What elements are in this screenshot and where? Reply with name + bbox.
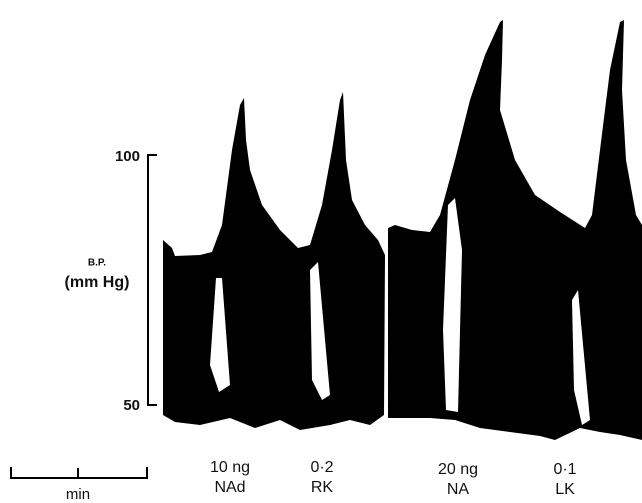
drug-label: NAd [214,479,245,496]
dose-label: 10 ng [210,459,250,476]
dose-label: 0·1 [553,461,576,478]
axis-label-top: B.P. [88,258,106,269]
drug-label: NA [447,481,470,498]
scale-bar [11,467,147,478]
page: 100 50 B.P. (mm Hg) 10 ng NAd 0·2 RK 20 … [0,0,642,503]
drug-label: RK [311,479,334,496]
axis-label: (mm Hg) [65,274,130,291]
drug-label: LK [555,481,575,498]
dose-label: 20 ng [438,461,478,478]
figure: 100 50 B.P. (mm Hg) 10 ng NAd 0·2 RK 20 … [0,0,642,503]
bp-trace [388,20,642,440]
dose-label: 0·2 [310,459,333,476]
tick-label: 100 [115,148,140,165]
bp-trace [163,92,385,430]
scale-label: min [66,486,90,503]
tick-label: 50 [123,397,140,414]
